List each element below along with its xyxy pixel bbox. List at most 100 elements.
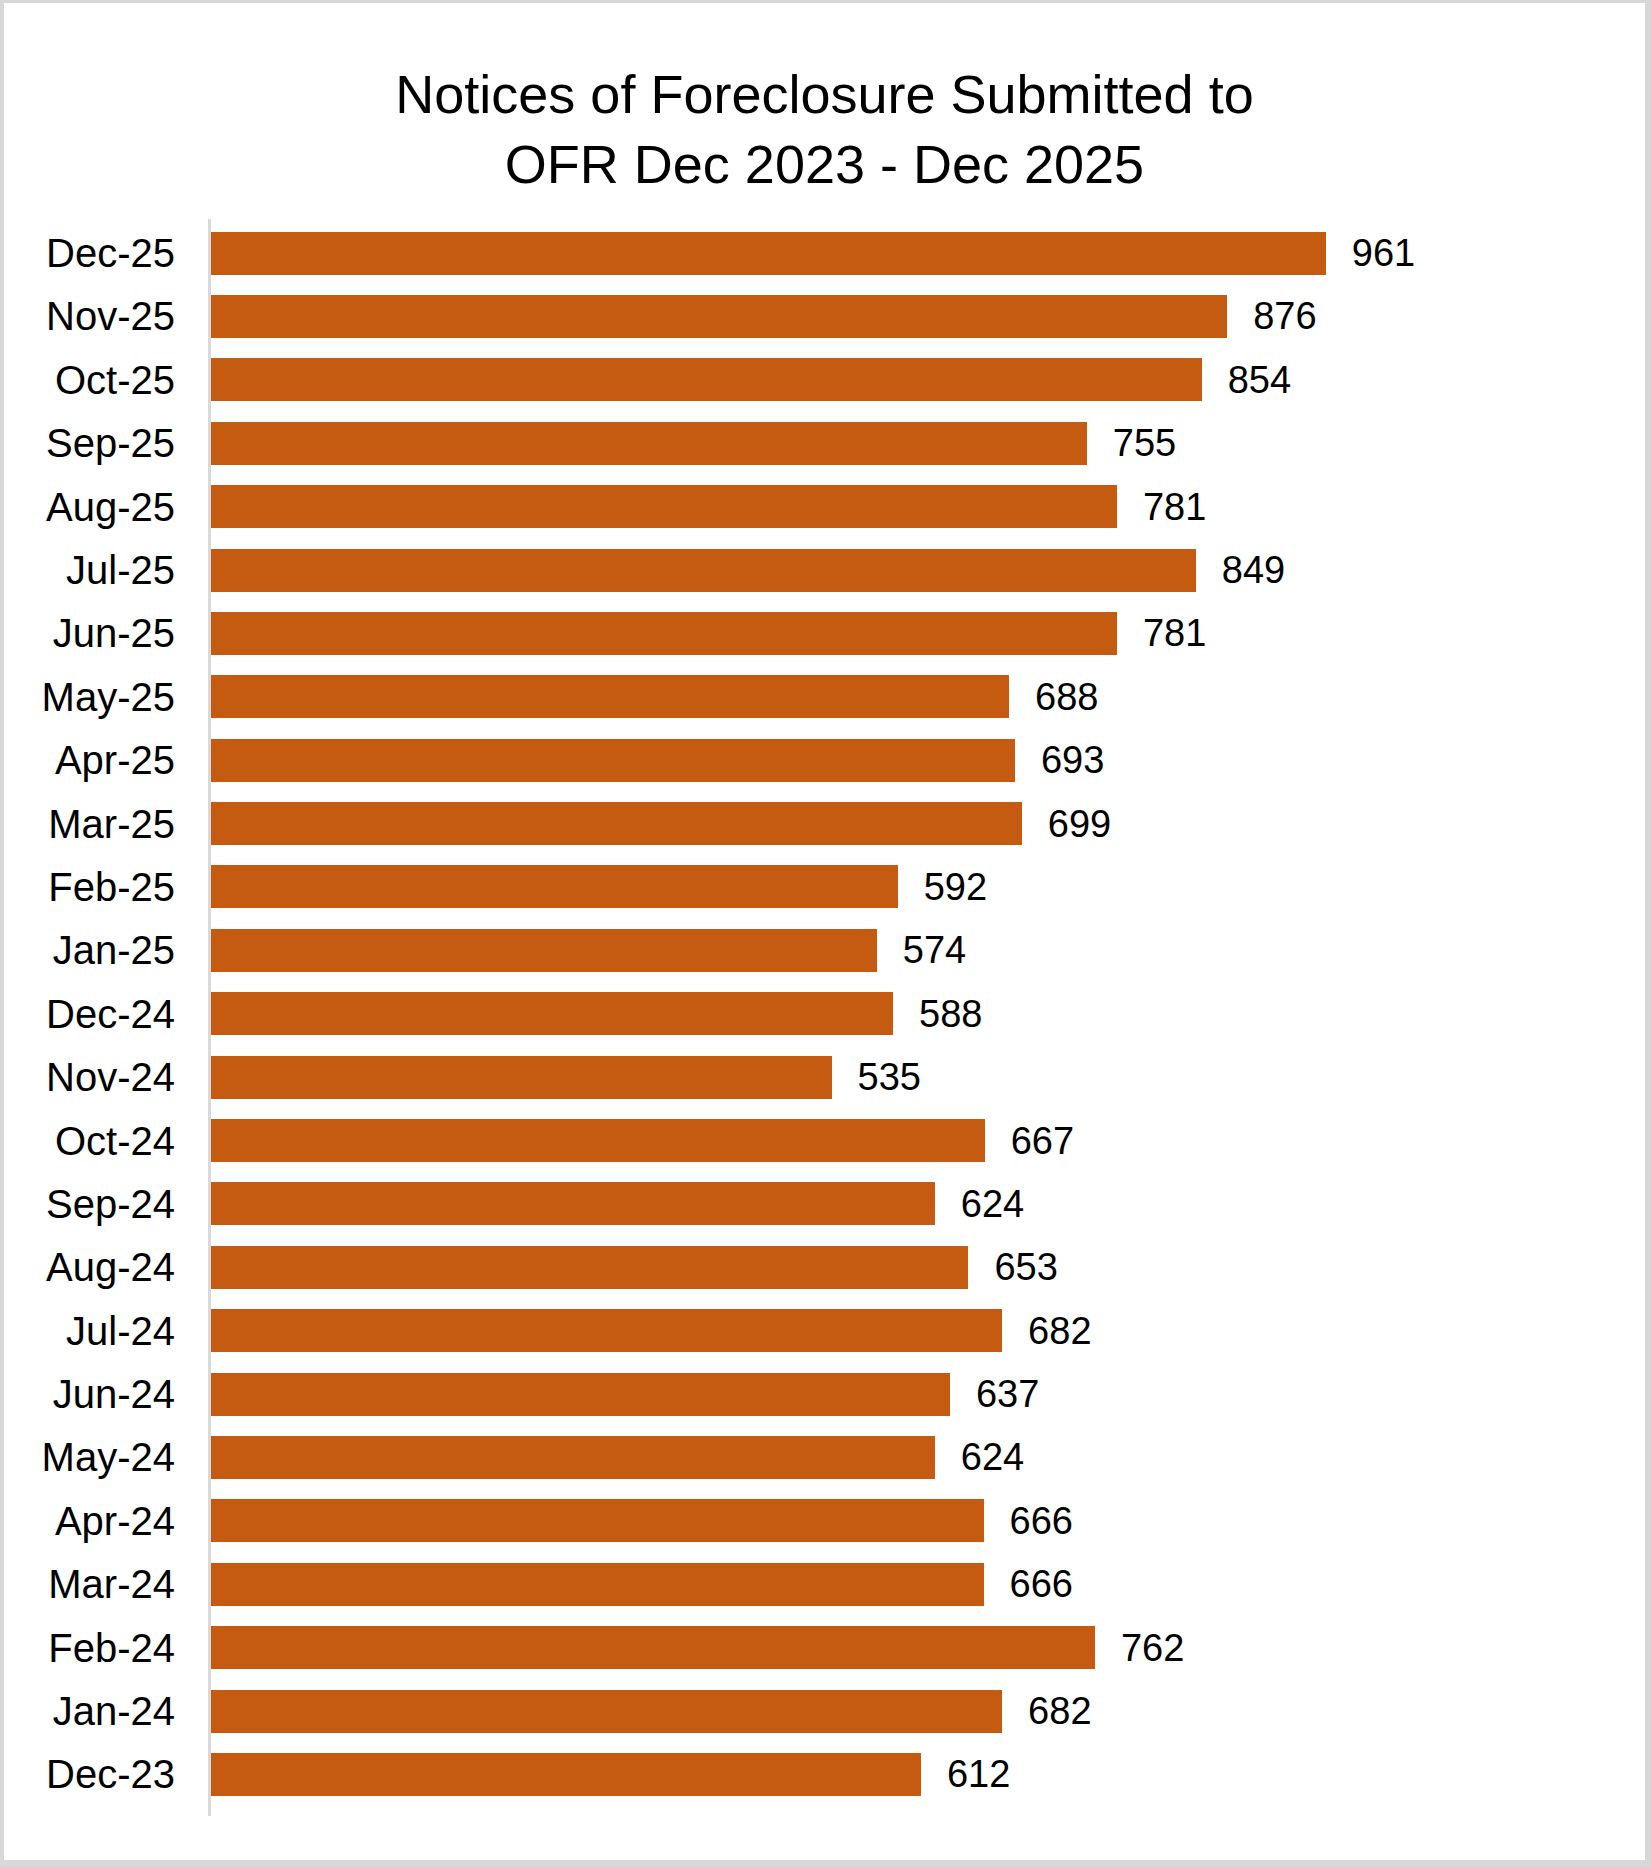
category-axis-line bbox=[208, 219, 211, 1816]
bar bbox=[211, 1056, 832, 1099]
chart-title-line-2: OFR Dec 2023 - Dec 2025 bbox=[4, 129, 1645, 199]
bar-row: Dec-24 588 bbox=[4, 982, 1645, 1045]
bar-area: 762 bbox=[211, 1616, 1645, 1679]
value-label: 693 bbox=[1041, 741, 1104, 779]
category-label: Mar-24 bbox=[4, 1564, 211, 1604]
category-label: Dec-25 bbox=[4, 233, 211, 273]
category-label: Jan-25 bbox=[4, 930, 211, 970]
bar-row: Nov-24 535 bbox=[4, 1045, 1645, 1108]
bar bbox=[211, 1373, 950, 1416]
bar-row: May-25 688 bbox=[4, 665, 1645, 728]
bar-row: May-24 624 bbox=[4, 1426, 1645, 1489]
value-label: 653 bbox=[994, 1248, 1057, 1286]
category-label: Apr-24 bbox=[4, 1501, 211, 1541]
bar-row: Feb-24 762 bbox=[4, 1616, 1645, 1679]
value-label: 637 bbox=[976, 1375, 1039, 1413]
bar-row: Jul-24 682 bbox=[4, 1299, 1645, 1362]
bar bbox=[211, 485, 1117, 528]
value-label: 755 bbox=[1113, 424, 1176, 462]
value-label: 624 bbox=[961, 1185, 1024, 1223]
bar bbox=[211, 1246, 968, 1289]
bar bbox=[211, 1690, 1002, 1733]
bar-area: 755 bbox=[211, 412, 1645, 475]
bar bbox=[211, 739, 1015, 782]
bar-area: 876 bbox=[211, 285, 1645, 348]
bar bbox=[211, 1436, 935, 1479]
bar-area: 574 bbox=[211, 919, 1645, 982]
value-label: 535 bbox=[858, 1058, 921, 1096]
value-label: 588 bbox=[919, 995, 982, 1033]
value-label: 781 bbox=[1143, 488, 1206, 526]
bar bbox=[211, 929, 877, 972]
bar-area: 667 bbox=[211, 1109, 1645, 1172]
bar bbox=[211, 1182, 935, 1225]
value-label: 762 bbox=[1121, 1629, 1184, 1667]
value-label: 876 bbox=[1253, 297, 1316, 335]
bar-row: Mar-25 699 bbox=[4, 792, 1645, 855]
bar-row: Jul-25 849 bbox=[4, 538, 1645, 601]
plot-area: Dec-25 961 Nov-25 876 Oct-25 854 Sep-25 … bbox=[4, 211, 1645, 1816]
bar bbox=[211, 295, 1227, 338]
bar-area: 854 bbox=[211, 348, 1645, 411]
category-label: Feb-24 bbox=[4, 1628, 211, 1668]
bar-area: 693 bbox=[211, 729, 1645, 792]
category-label: Jan-24 bbox=[4, 1691, 211, 1731]
bar-area: 612 bbox=[211, 1743, 1645, 1806]
bar bbox=[211, 1626, 1095, 1669]
bar-row: Aug-25 781 bbox=[4, 475, 1645, 538]
bar bbox=[211, 549, 1196, 592]
category-label: Jul-24 bbox=[4, 1311, 211, 1351]
category-label: Nov-25 bbox=[4, 296, 211, 336]
bar-area: 666 bbox=[211, 1553, 1645, 1616]
value-label: 592 bbox=[924, 868, 987, 906]
bar-row: Mar-24 666 bbox=[4, 1553, 1645, 1616]
bar-area: 624 bbox=[211, 1172, 1645, 1235]
bar-row: Dec-23 612 bbox=[4, 1743, 1645, 1806]
bar-area: 535 bbox=[211, 1045, 1645, 1108]
category-label: Jun-25 bbox=[4, 613, 211, 653]
bar-row: Oct-24 667 bbox=[4, 1109, 1645, 1172]
bar bbox=[211, 675, 1009, 718]
bar-row: Jan-25 574 bbox=[4, 919, 1645, 982]
bar-area: 961 bbox=[211, 221, 1645, 284]
value-label: 849 bbox=[1222, 551, 1285, 589]
value-label: 961 bbox=[1352, 234, 1415, 272]
bar bbox=[211, 232, 1326, 275]
bar-row: Apr-25 693 bbox=[4, 729, 1645, 792]
category-label: Jul-25 bbox=[4, 550, 211, 590]
bar bbox=[211, 358, 1202, 401]
category-label: Oct-24 bbox=[4, 1121, 211, 1161]
bar-row: Jun-24 637 bbox=[4, 1362, 1645, 1425]
category-label: Sep-24 bbox=[4, 1184, 211, 1224]
chart-title-line-1: Notices of Foreclosure Submitted to bbox=[4, 59, 1645, 129]
bar-area: 637 bbox=[211, 1362, 1645, 1425]
bar-row: Sep-24 624 bbox=[4, 1172, 1645, 1235]
category-label: Feb-25 bbox=[4, 867, 211, 907]
category-label: Dec-24 bbox=[4, 994, 211, 1034]
category-label: Jun-24 bbox=[4, 1374, 211, 1414]
category-label: Mar-25 bbox=[4, 804, 211, 844]
category-label: Sep-25 bbox=[4, 423, 211, 463]
bar-area: 699 bbox=[211, 792, 1645, 855]
value-label: 666 bbox=[1010, 1502, 1073, 1540]
bar-row: Jun-25 781 bbox=[4, 602, 1645, 665]
bar bbox=[211, 422, 1087, 465]
bar-row: Apr-24 666 bbox=[4, 1489, 1645, 1552]
bar-row: Aug-24 653 bbox=[4, 1236, 1645, 1299]
bar-area: 849 bbox=[211, 538, 1645, 601]
bar-row: Oct-25 854 bbox=[4, 348, 1645, 411]
bar-area: 781 bbox=[211, 475, 1645, 538]
bar-area: 592 bbox=[211, 855, 1645, 918]
bar-area: 624 bbox=[211, 1426, 1645, 1489]
category-label: Nov-24 bbox=[4, 1057, 211, 1097]
bars-container: Dec-25 961 Nov-25 876 Oct-25 854 Sep-25 … bbox=[4, 211, 1645, 1816]
category-label: Dec-23 bbox=[4, 1754, 211, 1794]
category-label: Apr-25 bbox=[4, 740, 211, 780]
value-label: 682 bbox=[1028, 1692, 1091, 1730]
bar-row: Nov-25 876 bbox=[4, 285, 1645, 348]
bar-row: Jan-24 682 bbox=[4, 1679, 1645, 1742]
value-label: 699 bbox=[1048, 805, 1111, 843]
bar-area: 653 bbox=[211, 1236, 1645, 1299]
bar bbox=[211, 1499, 984, 1542]
bar-row: Sep-25 755 bbox=[4, 412, 1645, 475]
